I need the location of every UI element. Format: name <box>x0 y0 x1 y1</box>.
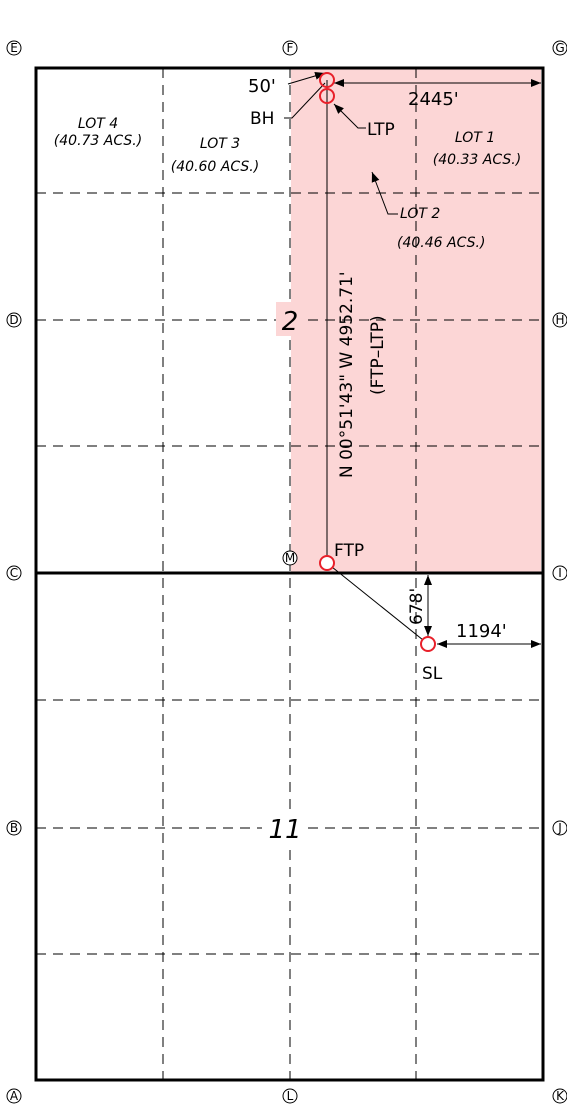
bh-leader <box>284 82 326 119</box>
corner-m: M <box>282 550 298 566</box>
dim-1194-label: 1194' <box>456 621 507 642</box>
svg-text:A: A <box>10 1089 19 1103</box>
dim-50-label: 50' <box>248 76 276 97</box>
bearing-label: N 00°51'43" W 4952.71' <box>337 271 357 478</box>
lot-4-name: LOT 4 <box>78 116 118 132</box>
section-11-knockout <box>262 812 308 846</box>
corner-i: I <box>552 565 567 581</box>
svg-text:E: E <box>10 41 18 55</box>
svg-text:C: C <box>10 566 18 580</box>
ftp-label: FTP <box>334 541 364 561</box>
corner-b: B <box>6 820 22 836</box>
corner-c: C <box>6 565 22 581</box>
bearing-sublabel: (FTP–LTP) <box>368 315 388 395</box>
corner-f: F <box>282 40 298 56</box>
svg-text:F: F <box>287 41 294 55</box>
svg-text:L: L <box>287 1089 294 1103</box>
lot-1-acres: (40.33 ACS.) <box>433 152 521 168</box>
sl-to-ftp-line <box>326 562 429 645</box>
section-boundaries <box>34 66 545 1082</box>
dim-50-leader <box>287 72 326 85</box>
svg-text:B: B <box>10 821 18 835</box>
corner-l: L <box>282 1088 298 1104</box>
bh-label: BH <box>250 109 274 129</box>
lot-2-name: LOT 2 <box>400 206 440 222</box>
svg-text:M: M <box>285 551 295 565</box>
sl-label: SL <box>422 664 443 684</box>
corner-a: A <box>6 1088 22 1104</box>
svg-text:G: G <box>555 41 564 55</box>
corner-g: G <box>552 40 567 56</box>
lot-3-name: LOT 3 <box>200 136 240 152</box>
lot-1-name: LOT 1 <box>455 130 495 146</box>
corner-h: H <box>552 312 567 328</box>
ltp-leader <box>333 103 366 129</box>
corner-e: E <box>6 40 22 56</box>
bh-marker <box>319 72 335 88</box>
dim-2445-label: 2445' <box>408 89 459 110</box>
section-2-knockout <box>276 302 304 336</box>
svg-text:I: I <box>558 566 562 580</box>
corner-k: K <box>552 1088 567 1104</box>
ltp-label: LTP <box>367 120 395 140</box>
svg-text:H: H <box>555 313 564 327</box>
svg-text:K: K <box>556 1089 565 1103</box>
corner-d: D <box>6 312 22 328</box>
lot-2-leader <box>371 171 398 215</box>
ltp-marker <box>319 88 335 104</box>
lot-2-acres: (40.46 ACS.) <box>397 235 485 251</box>
section-number-2: 2 <box>282 307 299 337</box>
svg-text:J: J <box>557 821 562 835</box>
section-number-11: 11 <box>268 815 301 845</box>
svg-text:D: D <box>9 313 18 327</box>
lot-3-acres: (40.60 ACS.) <box>171 159 259 175</box>
ftp-marker <box>319 555 335 571</box>
dim-678-label: 678' <box>407 588 427 625</box>
corner-j: J <box>552 820 567 836</box>
sl-marker <box>420 636 436 652</box>
lot-4-acres: (40.73 ACS.) <box>54 133 142 149</box>
